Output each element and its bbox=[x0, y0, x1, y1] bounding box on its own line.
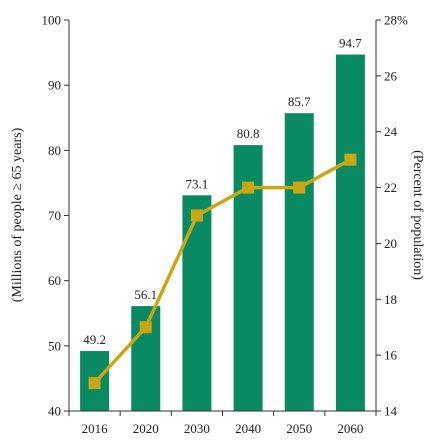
percent-marker-2020 bbox=[139, 321, 152, 334]
left-tick-label: 50 bbox=[48, 338, 61, 353]
percent-line bbox=[93, 158, 352, 385]
percent-line-series bbox=[88, 153, 357, 390]
left-tick-label: 90 bbox=[48, 78, 61, 93]
right-tick-label: 22 bbox=[384, 180, 397, 195]
x-tick-label-2020: 2020 bbox=[133, 421, 159, 436]
left-tick-label: 70 bbox=[48, 208, 61, 223]
bar-value-label-2020: 56.1 bbox=[134, 287, 157, 302]
right-tick-label: 16 bbox=[384, 348, 398, 363]
right-axis-ticks: 14 16 18 20 22 24 26 28% bbox=[376, 13, 408, 419]
right-tick-label: 14 bbox=[384, 404, 398, 419]
bar-value-label-2050: 85.7 bbox=[288, 94, 311, 109]
x-tick-label-2060: 2060 bbox=[337, 421, 363, 436]
x-tick-label-2050: 2050 bbox=[286, 421, 312, 436]
x-tick-label-2040: 2040 bbox=[235, 421, 261, 436]
bar-2050 bbox=[284, 113, 314, 412]
left-tick-label: 60 bbox=[48, 273, 61, 288]
percent-marker-2040 bbox=[242, 181, 255, 194]
bar-value-labels: 49.2 56.1 73.1 80.8 85.7 94.7 bbox=[83, 36, 362, 348]
x-tick-label-2030: 2030 bbox=[184, 421, 210, 436]
percent-marker-2016 bbox=[88, 377, 101, 390]
x-tick-label-2016: 2016 bbox=[82, 421, 109, 436]
right-tick-label: 20 bbox=[384, 236, 397, 251]
percent-marker-2060 bbox=[344, 153, 357, 166]
x-axis-ticks: 2016 2020 2030 2040 2050 2060 bbox=[68, 411, 377, 436]
left-tick-label: 40 bbox=[48, 404, 61, 419]
bar-value-label-2016: 49.2 bbox=[83, 332, 106, 347]
bar-value-label-2040: 80.8 bbox=[237, 126, 260, 141]
percent-marker-2030 bbox=[190, 209, 203, 222]
bars bbox=[80, 54, 365, 412]
bar-2060 bbox=[335, 54, 365, 412]
bar-value-label-2030: 73.1 bbox=[186, 176, 209, 191]
bar-2030 bbox=[182, 195, 212, 411]
left-tick-label: 80 bbox=[48, 143, 61, 158]
percent-marker-2050 bbox=[293, 181, 306, 194]
bar-value-label-2060: 94.7 bbox=[339, 36, 362, 51]
right-tick-label: 26 bbox=[384, 68, 398, 83]
axes bbox=[68, 20, 377, 412]
left-axis-ticks: 40 50 60 70 80 90 100 bbox=[42, 13, 69, 419]
right-tick-label: 24 bbox=[384, 124, 398, 139]
right-tick-label: 28% bbox=[384, 13, 408, 28]
right-tick-label: 18 bbox=[384, 292, 397, 307]
left-tick-label: 100 bbox=[42, 13, 62, 28]
y-axis-title-left: (Millions of people ≥ 65 years) bbox=[10, 127, 25, 302]
y-axis-title-right: (Percent of population) bbox=[410, 150, 425, 280]
